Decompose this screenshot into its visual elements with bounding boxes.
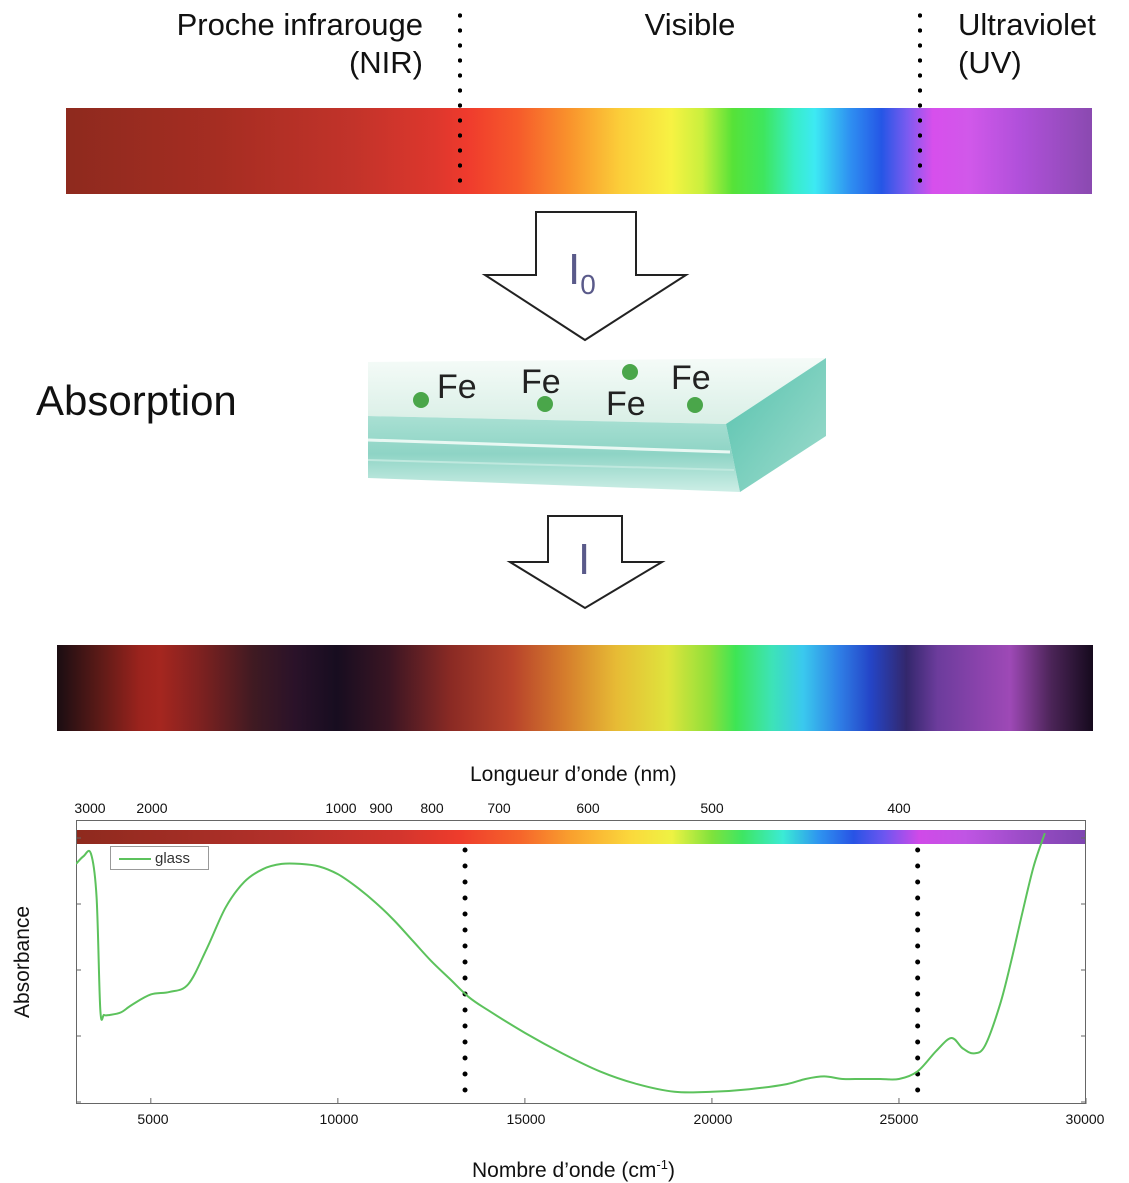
uv-label-line1: Ultraviolet [958,7,1096,42]
transmitted-arrow [506,515,666,610]
fe-label: Fe [606,385,646,423]
legend-swatch [119,858,151,860]
x-axis-title-text: Nombre d’onde (cm [472,1159,657,1182]
wavelength-spectrum-strip [76,830,1086,844]
transmitted-spectrum-bar [57,645,1093,731]
x-tick-label: 25000 [879,1111,919,1127]
incident-arrow [481,211,690,342]
top-tick-label: 700 [487,800,511,816]
nir-visible-boundary-line [458,8,462,186]
plot-area [76,820,1086,1104]
transmitted-intensity-label: I [578,535,590,584]
x-tick-label: 5000 [137,1111,169,1127]
fe-dot [537,396,553,412]
diagram-graphics: I0 I Fe Fe Fe Fe [367,211,826,610]
x-tick-label: 20000 [693,1111,733,1127]
legend: glass [110,846,209,870]
nir-label-line2: (NIR) [348,45,423,80]
fe-label: Fe [671,359,711,397]
visible-uv-boundary-line [918,8,922,186]
fe-dot [622,364,638,380]
top-tick-label: 1000 [325,800,357,816]
glass-slab [367,358,826,492]
visible-label: Visible [644,7,736,42]
y-axis-title: Absorbance [11,905,34,1018]
top-tick-label: 500 [700,800,724,816]
x-tick-label: 10000 [319,1111,359,1127]
x-tick-label: 15000 [506,1111,546,1127]
top-tick-label: 800 [420,800,444,816]
x-tick-label: 30000 [1065,1111,1105,1127]
x-axis-title-sup: -1 [656,1157,668,1172]
top-tick-label: 400 [887,800,911,816]
uv-label-line2: (UV) [958,45,1022,80]
top-axis-title: Longueur d’onde (nm) [470,763,677,786]
uv-label: Ultraviolet (UV) [958,6,1128,82]
top-tick-label: 3000 [74,800,106,816]
incident-intensity-label: I0 [568,245,596,300]
nir-label-line1: Proche infrarouge [176,7,423,42]
legend-label: glass [155,850,191,867]
fe-dot [687,397,703,413]
x-axis-title: Nombre d’onde (cm-1) [472,1153,675,1183]
nir-label: Proche infrarouge (NIR) [120,6,423,82]
fe-dot [413,392,429,408]
absorption-label: Absorption [36,377,237,424]
top-tick-label: 600 [576,800,600,816]
series-line-glass [76,832,1046,1094]
x-axis-title-end: ) [667,1159,675,1182]
top-tick-label: 900 [369,800,393,816]
fe-label: Fe [437,368,477,406]
fe-label: Fe [521,363,561,401]
top-tick-label: 2000 [136,800,168,816]
